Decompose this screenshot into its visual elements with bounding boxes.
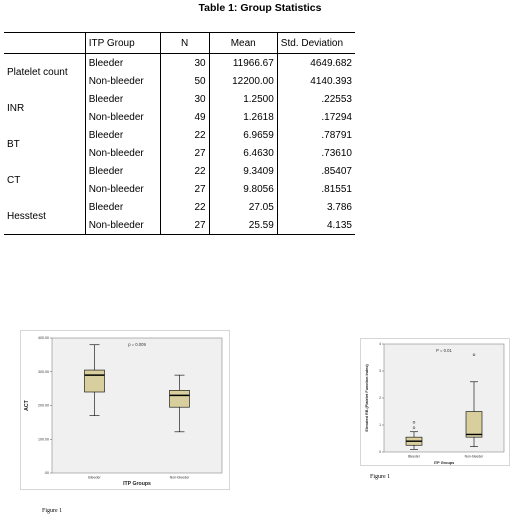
header-cell: Std. Deviation [277,32,355,54]
y-axis-label: ACT [24,399,30,410]
header-cell: N [160,32,210,54]
y-tick-label: 0 [379,450,381,454]
plot-area [51,337,223,474]
sd-cell: .78791 [321,129,352,141]
y-tick-label: 400.00 [38,336,49,340]
group-cell: Non-bleeder [85,144,161,162]
table-row: Platelet count Bleeder 30 11966.67 4649.682 [4,53,355,90]
outlier-point [412,426,416,429]
group-cell: Non-bleeder [85,108,161,126]
n-cell: 30 [160,53,210,72]
group-cell: Non-bleeder [85,180,161,198]
n-cell: 27 [160,144,210,162]
sd-cell: .85407 [321,165,352,177]
header-cell: Mean [209,32,278,54]
y-tick-label: 2 [379,396,381,400]
table-row: Hesstest Bleeder 22 27.05 3.786 [4,198,355,235]
y-tick-label: .00 [44,471,49,475]
variable-label: CT [4,162,86,198]
variable-label: BT [4,126,86,162]
mean-cell: 1.2618 [209,108,278,126]
n-cell: 27 [160,180,210,198]
table-row: Non-bleeder 27 6.4630 .73610 [4,144,355,162]
act-boxplot: .00 100.00 200.00 300.00 400.00 Bleeder Non-bl… [20,330,230,490]
y-tick-label: 1 [379,423,381,427]
group-cell: Bleeder [85,53,161,72]
n-cell: 22 [160,162,210,180]
x-axis-label: ITP Groups [123,481,151,487]
n-cell: 50 [160,72,210,90]
sd-cell: .17294 [321,111,352,123]
variable-label: Hesstest [4,198,86,235]
box-bleeder [84,369,105,393]
table-row: Non-bleeder 49 1.2618 .17294 [4,108,355,126]
y-tick-label: 300.00 [38,370,49,374]
variable-label: Platelet count [4,53,86,90]
mean-cell: 6.4630 [209,144,278,162]
sd-cell: 4.135 [277,216,355,235]
sd-cell: 4140.393 [310,75,352,87]
n-cell: 49 [160,108,210,126]
mean-cell: 11966.67 [209,53,278,72]
x-tick-label: Bleeder [88,476,101,480]
header-cell: ITP Group [85,32,161,54]
mean-cell: 9.3409 [209,162,278,180]
n-cell: 22 [160,198,210,216]
table-row: BT Bleeder 22 6.9659 .78791 [4,126,355,162]
p-value-annotation: p = 0.009 [128,342,146,347]
mean-cell: 9.8056 [209,180,278,198]
n-cell: 22 [160,126,210,144]
y-tick-label: 100.00 [38,437,49,441]
p-value-annotation: P = 0.01 [436,348,452,353]
mean-cell: 6.9659 [209,126,278,144]
x-tick-label: Non-bleeder [170,476,191,480]
box-non-bleeder [465,411,483,438]
n-cell: 27 [160,216,210,235]
table-row: Non-bleeder 50 12200.00 4140.393 [4,72,355,90]
header-cell [4,32,86,54]
outlier-point [472,353,476,356]
x-axis-label: ITP Groups [434,461,454,465]
mean-cell: 12200.00 [209,72,278,90]
sd-cell: .73610 [321,147,352,159]
group-cell: Bleeder [85,162,161,180]
rb-boxplot: 0 1 2 3 4 Bleeder Non-bleeder P = 0.01 ITP Group… [360,338,510,466]
y-tick-label: 4 [379,342,381,346]
n-cell: 30 [160,90,210,108]
sd-cell: .22553 [321,93,352,105]
group-cell: Bleeder [85,90,161,108]
variable-label: INR [4,90,86,126]
outlier-point [412,421,416,424]
figure-caption-left: Figure 1 [42,508,63,514]
plot-area [383,343,505,453]
group-cell: Bleeder [85,126,161,144]
sd-cell: .81551 [321,183,352,195]
group-cell: Non-bleeder [85,72,161,90]
table-title: Table 1: Group Statistics [198,2,322,14]
sd-cell: 4649.682 [310,57,352,69]
y-tick-label: 3 [379,369,381,373]
table-row: INR Bleeder 30 1.2500 .22553 [4,90,355,126]
table-header-row: ITP Group N Mean Std. Deviation [4,32,355,54]
figure-caption-right: Figure 1 [370,474,391,480]
x-tick-label: Non-bleeder [465,454,485,458]
y-tick-label: 200.00 [38,404,49,408]
mean-cell: 27.05 [209,198,278,216]
table-row: Non-bleeder 27 25.59 4.135 [4,216,355,235]
table-row: CT Bleeder 22 9.3409 .85407 [4,162,355,198]
sd-cell: 3.786 [326,201,352,213]
group-cell: Bleeder [85,198,161,216]
table-row: Non-bleeder 27 9.8056 .81551 [4,180,355,198]
x-tick-label: Bleeder [408,454,421,458]
mean-cell: 25.59 [209,216,278,235]
mean-cell: 1.2500 [209,90,278,108]
group-cell: Non-bleeder [85,216,161,235]
y-axis-label: Elevated RB (Platelet Function Index) [365,364,369,432]
box-non-bleeder [169,390,190,408]
group-statistics-table: ITP Group N Mean Std. Deviation Platelet… [4,32,355,235]
